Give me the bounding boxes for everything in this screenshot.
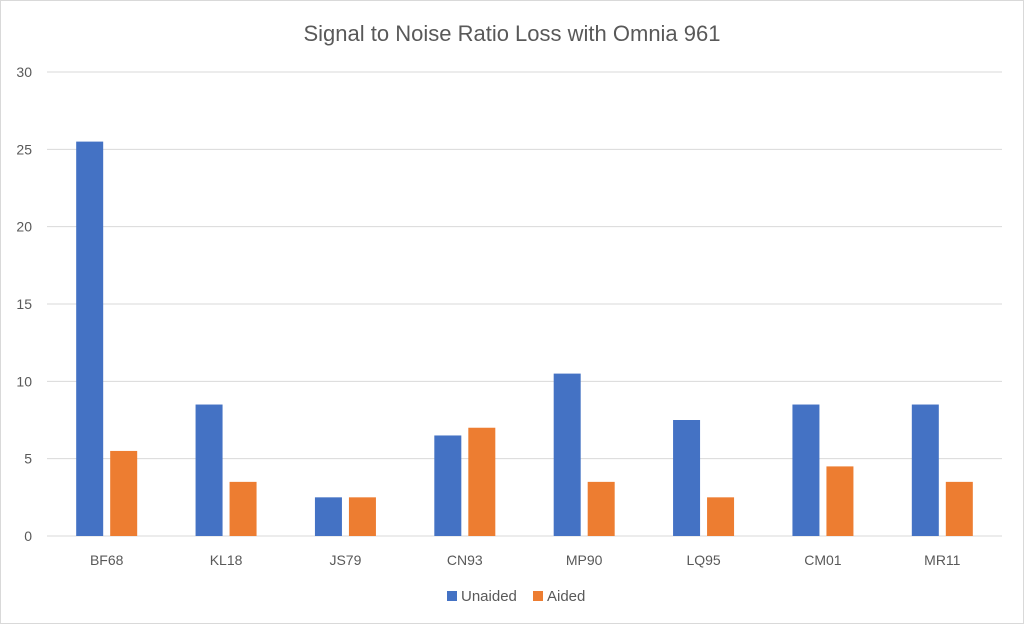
y-tick-label: 10 [16, 373, 32, 389]
bar-aided-lq95 [707, 497, 735, 536]
x-tick-label: KL18 [210, 552, 243, 568]
y-axis-ticks: 0 5 10 15 20 25 30 [16, 64, 32, 544]
bar-unaided-mp90 [553, 373, 581, 536]
bar-aided-bf68 [110, 450, 138, 536]
x-tick-label: LQ95 [686, 552, 720, 568]
bar-unaided-lq95 [673, 420, 701, 536]
x-tick-label: JS79 [329, 552, 361, 568]
bars [76, 141, 973, 536]
x-tick-label: CN93 [447, 552, 483, 568]
x-tick-label: BF68 [90, 552, 124, 568]
y-tick-label: 0 [24, 528, 32, 544]
legend-label-unaided: Unaided [461, 588, 517, 605]
x-tick-label: MR11 [924, 552, 961, 568]
legend: Unaided Aided [447, 588, 585, 605]
legend-swatch-unaided [447, 591, 457, 601]
legend-label-aided: Aided [547, 588, 585, 605]
y-tick-label: 20 [16, 219, 32, 235]
y-tick-label: 15 [16, 296, 32, 312]
bar-unaided-bf68 [76, 141, 104, 536]
x-tick-label: MP90 [566, 552, 603, 568]
bar-aided-js79 [348, 497, 376, 536]
bar-aided-cm01 [826, 466, 854, 536]
gridlines [47, 71, 1002, 537]
bar-unaided-mr11 [911, 404, 939, 536]
chart-title: Signal to Noise Ratio Loss with Omnia 96… [304, 21, 721, 46]
legend-swatch-aided [533, 591, 543, 601]
bar-aided-cn93 [468, 427, 496, 536]
y-tick-label: 30 [16, 64, 32, 80]
bar-unaided-cm01 [792, 404, 820, 536]
y-tick-label: 25 [16, 141, 32, 157]
x-tick-label: CM01 [804, 552, 842, 568]
bar-unaided-cn93 [434, 435, 462, 536]
bar-unaided-kl18 [195, 404, 223, 536]
x-axis-ticks: BF68 KL18 JS79 CN93 MP90 LQ95 CM01 MR11 [90, 552, 961, 568]
bar-aided-mp90 [587, 481, 615, 536]
y-tick-label: 5 [24, 451, 32, 467]
bar-unaided-js79 [314, 497, 342, 536]
bar-aided-kl18 [229, 481, 257, 536]
bar-aided-mr11 [945, 481, 973, 536]
